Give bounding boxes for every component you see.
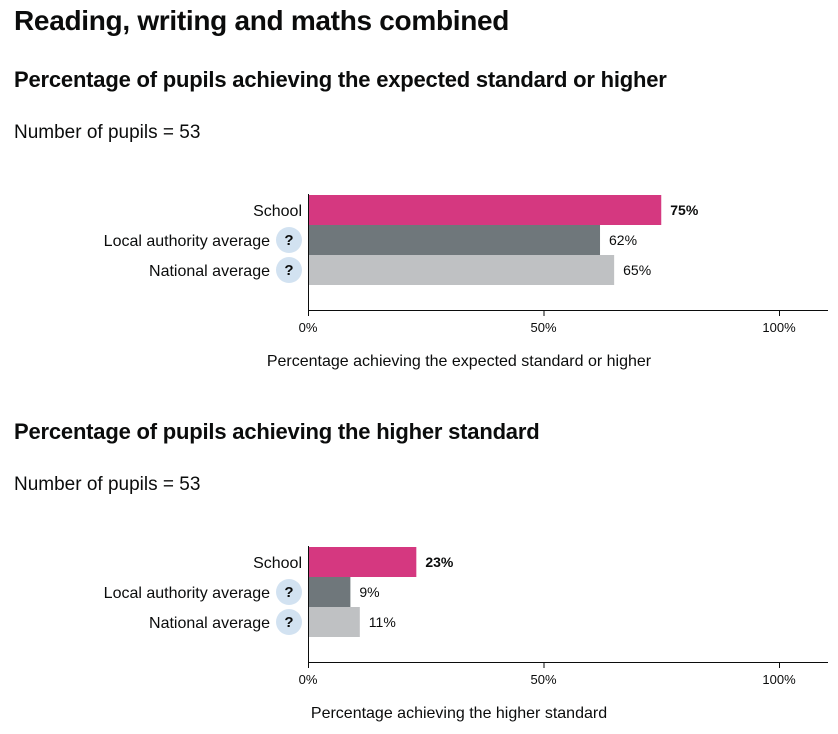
value-label-school: 23%	[425, 554, 454, 570]
value-label-national: 11%	[369, 614, 396, 630]
bar-school	[308, 195, 662, 225]
bar-local-authority	[308, 577, 351, 607]
help-icon[interactable]: ?	[276, 227, 302, 253]
page-title: Reading, writing and maths combined	[14, 5, 510, 36]
category-label-local-authority: Local authority average	[104, 233, 270, 250]
help-icon[interactable]: ?	[276, 257, 302, 283]
bar-national	[308, 607, 360, 637]
value-label-school: 75%	[670, 202, 699, 218]
x-tick-label: 100%	[762, 320, 796, 335]
value-label-national: 65%	[623, 262, 651, 278]
svg-text:?: ?	[284, 232, 293, 249]
bar-national	[308, 255, 615, 285]
x-tick-label: 50%	[530, 672, 556, 687]
help-icon[interactable]: ?	[276, 579, 302, 605]
x-tick-label: 100%	[762, 672, 796, 687]
svg-text:?: ?	[284, 614, 293, 631]
chart-1-title: Percentage of pupils achieving the expec…	[14, 67, 667, 92]
category-label-national: National average	[149, 615, 270, 632]
x-tick-label: 0%	[299, 672, 318, 687]
svg-text:?: ?	[284, 584, 293, 601]
chart-2-higher-standard: 23% School 9% Local authority average ? 11% Na…	[104, 546, 828, 722]
category-label-school: School	[253, 555, 302, 572]
category-label-national: National average	[149, 263, 270, 280]
value-label-local-authority: 62%	[609, 232, 637, 248]
svg-text:?: ?	[284, 262, 293, 279]
chart-2-title: Percentage of pupils achieving the highe…	[14, 419, 540, 444]
bar-local-authority	[308, 225, 601, 255]
value-label-local-authority: 9%	[359, 584, 379, 600]
chart-2-pupil-count: Number of pupils = 53	[14, 474, 201, 495]
help-icon[interactable]: ?	[276, 609, 302, 635]
bar-school	[308, 547, 417, 577]
chart-1-expected-standard: 75% School 62% Local authority average ? 65% N…	[104, 194, 828, 370]
x-tick-label: 0%	[299, 320, 318, 335]
x-axis-label: Percentage achieving the higher standard	[311, 705, 607, 722]
x-tick-label: 50%	[530, 320, 556, 335]
x-axis-label: Percentage achieving the expected standa…	[267, 353, 652, 370]
category-label-school: School	[253, 203, 302, 220]
category-label-local-authority: Local authority average	[104, 585, 270, 602]
chart-1-pupil-count: Number of pupils = 53	[14, 122, 201, 143]
